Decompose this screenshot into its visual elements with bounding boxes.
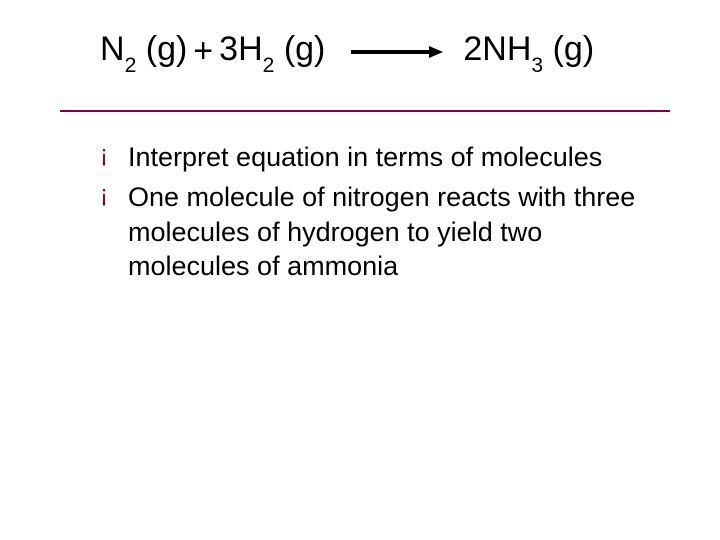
list-item: Interpret equation in terms of molecules — [100, 140, 660, 175]
n2-sub: 2 — [125, 54, 137, 77]
nh3-base: NH — [482, 30, 531, 68]
n2-phase: (g) — [136, 30, 187, 68]
bullet-text-0: Interpret equation in terms of molecules — [128, 142, 602, 172]
h2-base: H — [238, 30, 263, 68]
term-3h2: 3H2 (g) — [219, 30, 325, 74]
nh3-coef: 2 — [463, 30, 482, 68]
bullet-list: Interpret equation in terms of molecules… — [100, 140, 660, 284]
h2-sub: 2 — [263, 54, 275, 77]
list-item: One molecule of nitrogen reacts with thr… — [100, 180, 660, 284]
slide: N2 (g) + 3H2 (g) 2NH3 (g) Interpret equa… — [0, 0, 720, 540]
h2-coef: 3 — [219, 30, 238, 68]
nh3-sub: 3 — [531, 54, 543, 77]
equation-title: N2 (g) + 3H2 (g) 2NH3 (g) — [100, 30, 660, 82]
n2-base: N — [100, 30, 125, 68]
term-2nh3: 2NH3 (g) — [463, 30, 594, 74]
h2-phase: (g) — [274, 30, 325, 68]
term-n2: N2 (g) — [100, 30, 187, 74]
plus-sign: + — [193, 32, 213, 71]
bullet-text-1: One molecule of nitrogen reacts with thr… — [128, 182, 635, 281]
arrow-icon — [351, 45, 443, 59]
nh3-phase: (g) — [543, 30, 594, 68]
